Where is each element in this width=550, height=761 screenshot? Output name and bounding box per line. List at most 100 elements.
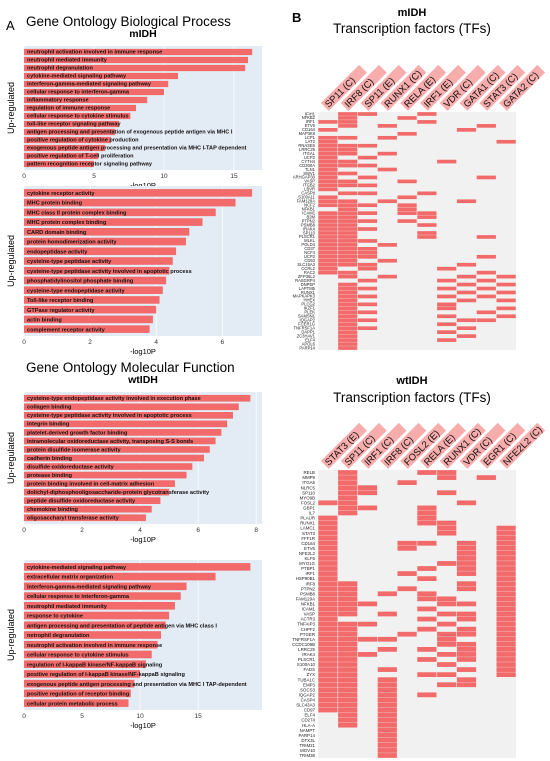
heatmap-cell bbox=[476, 254, 496, 259]
x-tick-label: 8 bbox=[254, 527, 258, 534]
heatmap-cell bbox=[496, 561, 516, 566]
heatmap-cell bbox=[357, 227, 378, 231]
row-label: NCF2 bbox=[304, 202, 316, 207]
y-axis-label: Up-regulated bbox=[6, 82, 16, 134]
heatmap-cell bbox=[496, 652, 516, 657]
heatmap-cell bbox=[357, 294, 378, 299]
bar bbox=[24, 247, 177, 256]
bar-label: antigen processing and presentation of e… bbox=[27, 130, 233, 136]
heatmap-cell bbox=[318, 616, 338, 622]
row-label: DNPEP bbox=[301, 282, 316, 287]
heatmap-cell bbox=[476, 270, 496, 275]
heatmap-cell bbox=[338, 722, 358, 728]
bar bbox=[24, 437, 216, 445]
heatmap-cell bbox=[318, 545, 338, 551]
heatmap-cell bbox=[437, 636, 457, 642]
column-label-highlight bbox=[360, 64, 407, 111]
heatmap-cell bbox=[318, 227, 338, 231]
heatmap-cell bbox=[496, 616, 516, 622]
heatmap-cell bbox=[377, 167, 397, 172]
bar-label: response to cytokine bbox=[27, 614, 83, 620]
heatmap-cell bbox=[377, 722, 397, 728]
heatmap-cell bbox=[338, 510, 358, 516]
heatmap-cell bbox=[338, 646, 358, 652]
chart-subtitle: wtIDH bbox=[127, 374, 158, 386]
heatmap-cell bbox=[318, 641, 338, 647]
y-axis-label: Up-regulated bbox=[6, 235, 16, 287]
heatmap-cell bbox=[496, 626, 516, 632]
row-label: MGV10 bbox=[300, 748, 315, 753]
heatmap-cell bbox=[456, 652, 477, 657]
bar bbox=[24, 72, 178, 80]
heatmap-cell bbox=[357, 250, 378, 255]
heatmap-cell bbox=[437, 596, 457, 602]
bar bbox=[24, 296, 160, 304]
heatmap-cell bbox=[318, 626, 338, 632]
heatmap-cell bbox=[417, 566, 437, 571]
row-label: IFIH1 bbox=[305, 111, 316, 116]
heatmap-cell bbox=[338, 227, 358, 231]
heatmap-cell bbox=[318, 530, 338, 536]
heatmap-cell bbox=[338, 262, 358, 267]
row-label: PLCG2 bbox=[301, 302, 315, 307]
heatmap-cell bbox=[318, 163, 338, 168]
row-label: PSMB8 bbox=[300, 591, 315, 596]
bar-label: exogenous peptide antigen processing and… bbox=[27, 682, 247, 688]
row-label: MAPKAPK3 bbox=[293, 294, 316, 299]
heatmap-cell bbox=[357, 505, 378, 511]
row-label: CCRL2 bbox=[301, 266, 315, 271]
column-label-highlight bbox=[439, 422, 486, 469]
heatmap-cell bbox=[437, 672, 457, 678]
heatmap-cell bbox=[318, 266, 338, 271]
bar bbox=[24, 592, 181, 600]
bar bbox=[24, 679, 135, 688]
heatmap-cell bbox=[476, 286, 496, 291]
bar bbox=[24, 602, 175, 610]
bar bbox=[24, 631, 161, 639]
heatmap-cell bbox=[357, 266, 378, 271]
row-label: TUBA1C bbox=[298, 677, 315, 682]
bar-label: integrin binding bbox=[27, 422, 70, 428]
heatmap-cell bbox=[357, 601, 378, 607]
bar-label: oligosaccharyl transferase activity bbox=[27, 516, 120, 522]
heatmap-cell bbox=[318, 243, 338, 247]
heatmap-cell bbox=[338, 290, 358, 295]
x-tick-label: 0 bbox=[22, 527, 26, 534]
row-label: KLF6 bbox=[305, 556, 316, 561]
heatmap-cell bbox=[357, 254, 378, 259]
heatmap-cell bbox=[496, 611, 516, 617]
heatmap-cell bbox=[338, 626, 358, 632]
mIDH-tf-heatmap: SP11 (C)IRF8 (C)SP11 (E)RUNX1 (C)RELA (E… bbox=[293, 64, 546, 350]
row-label: IQGAP2 bbox=[299, 692, 316, 697]
bar-label: positive regulation of cytokine producti… bbox=[27, 138, 139, 144]
heatmap-cell bbox=[496, 631, 516, 637]
heatmap-cell bbox=[417, 626, 437, 632]
heatmap-cell bbox=[338, 250, 358, 255]
heatmap-cell bbox=[476, 175, 496, 180]
heatmap-cell bbox=[377, 687, 397, 693]
heatmap-cell bbox=[338, 151, 358, 156]
bar bbox=[24, 104, 136, 112]
row-label: NFKB1 bbox=[301, 602, 316, 607]
heatmap-cell bbox=[437, 662, 457, 667]
heatmap-cell bbox=[377, 611, 397, 617]
bar bbox=[24, 266, 170, 275]
bar bbox=[24, 394, 251, 402]
heatmap-cell bbox=[437, 475, 457, 480]
heatmap-cell bbox=[338, 687, 358, 693]
heatmap-cell bbox=[377, 682, 397, 688]
column-label-highlight bbox=[340, 64, 387, 111]
heatmap-cell bbox=[496, 606, 516, 612]
heatmap-cell bbox=[318, 235, 338, 239]
row-label: CD53 bbox=[304, 258, 315, 263]
row-label: LAPTM5 bbox=[299, 286, 316, 291]
heatmap-cell bbox=[338, 652, 358, 657]
heatmap-cell bbox=[357, 163, 378, 168]
panel-b-label: B bbox=[292, 10, 301, 25]
heatmap-cell bbox=[318, 586, 338, 592]
heatmap-cell bbox=[338, 258, 358, 263]
heatmap-cell bbox=[417, 606, 437, 612]
heatmap-cell bbox=[417, 470, 437, 475]
mf-wtIDH-bar-chart: wtIDH 0 2 4 6 8 cysteine-type endopeptidase ac… bbox=[6, 374, 262, 544]
bar-label: interferon-gamma-mediated signaling path… bbox=[27, 82, 152, 88]
